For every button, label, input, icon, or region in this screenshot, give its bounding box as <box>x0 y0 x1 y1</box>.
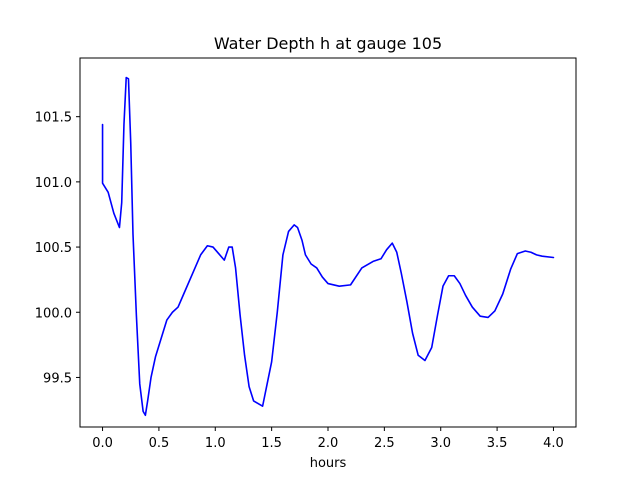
y-tick-label: 100.5 <box>35 241 72 256</box>
x-tick-label: 2.5 <box>374 436 395 451</box>
x-tick-label: 1.0 <box>205 436 226 451</box>
chart-title: Water Depth h at gauge 105 <box>214 34 442 53</box>
x-tick-label: 0.5 <box>149 436 170 451</box>
plot-area <box>101 76 555 417</box>
y-tick-label: 101.5 <box>35 111 72 126</box>
series-line <box>101 76 555 417</box>
y-axis: 99.5 100.0 100.5 101.0 101.5 <box>35 111 80 386</box>
y-tick-label: 99.5 <box>43 371 72 386</box>
y-tick-label: 100.0 <box>35 306 72 321</box>
x-tick-label: 0.0 <box>92 436 113 451</box>
x-tick-label: 3.0 <box>430 436 451 451</box>
x-tick-label: 3.5 <box>487 436 508 451</box>
x-tick-label: 1.5 <box>261 436 282 451</box>
x-axis-label: hours <box>310 456 347 471</box>
x-tick-label: 4.0 <box>543 436 564 451</box>
y-tick-label: 101.0 <box>35 176 72 191</box>
x-axis: 0.0 0.5 1.0 1.5 2.0 2.5 3.0 3.5 4.0 <box>92 427 564 451</box>
x-tick-label: 2.0 <box>318 436 339 451</box>
